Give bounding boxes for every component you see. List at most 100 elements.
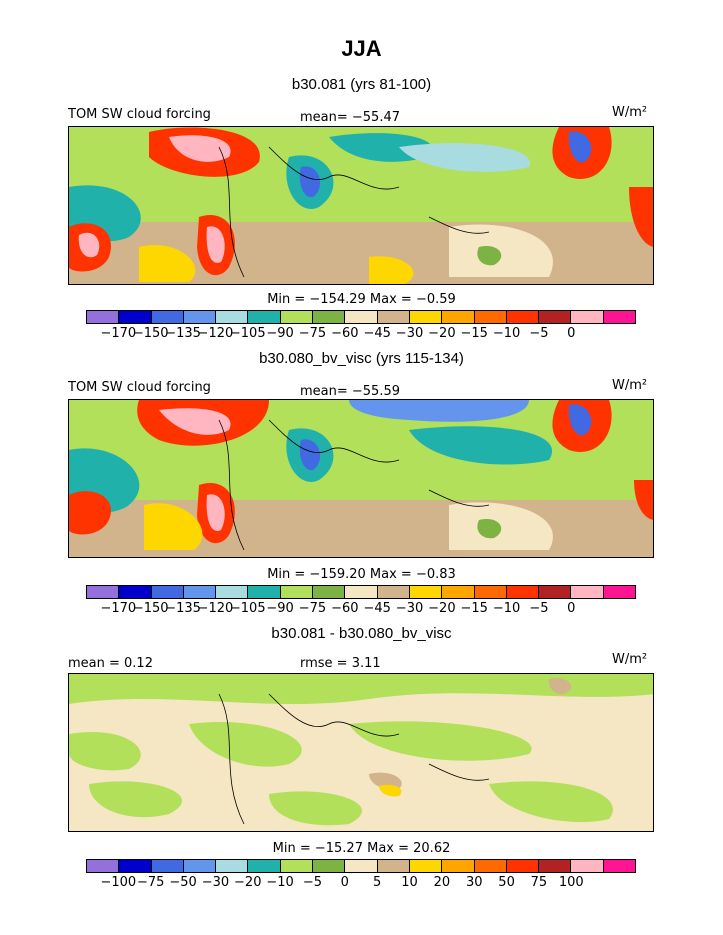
colorbar-tick-label: −120 — [197, 326, 234, 341]
panel-1-units-label: W/m² — [612, 105, 648, 120]
colorbar-swatch — [571, 860, 604, 872]
colorbar-swatch — [87, 586, 120, 598]
colorbar-swatch — [603, 860, 636, 872]
colorbar-swatch — [539, 860, 572, 872]
colorbar-tick-label: −75 — [136, 875, 165, 890]
colorbar-tick-label: −20 — [428, 326, 456, 341]
colorbar-swatch — [603, 586, 636, 598]
colorbar-tick-label: −150 — [132, 326, 169, 341]
panel-3-case-title: b30.081 - b30.080_bv_visc — [271, 625, 452, 642]
colorbar-swatch — [409, 586, 443, 598]
colorbar-tick-label: −10 — [492, 601, 521, 616]
colorbar-swatch — [571, 311, 604, 323]
panel-3-colorbar-ticks: −100 −75 −50 −30 −20 −10 −5 0 5 10 20 30 50 75 100 — [86, 875, 636, 891]
panel-3-mean-label: mean = 0.12 — [68, 656, 153, 671]
figure-title: JJA — [341, 36, 382, 61]
colorbar-swatch — [183, 586, 217, 598]
colorbar-tick-label: 100 — [558, 875, 584, 890]
colorbar-tick-label: −5 — [302, 875, 323, 890]
panel-1-mean-label: mean= −55.47 — [300, 110, 401, 125]
panel-2-variable-label: TOM SW cloud forcing — [68, 380, 211, 395]
colorbar-swatch — [119, 311, 152, 323]
colorbar-tick-label: 0 — [567, 601, 576, 616]
colorbar-swatch — [377, 311, 410, 323]
colorbar-swatch — [603, 311, 636, 323]
colorbar-tick-label: −15 — [460, 601, 488, 616]
colorbar-swatch — [474, 311, 507, 323]
colorbar-tick-label: −100 — [100, 875, 137, 890]
colorbar-tick-label: −105 — [229, 326, 266, 341]
panel-2-colorbar-ticks: −170 −150 −135 −120 −105 −90 −75 −60 −45 −30 −20 −1… — [86, 601, 636, 617]
colorbar-tick-label: −60 — [331, 601, 359, 616]
colorbar-tick-label: 50 — [498, 875, 515, 890]
panel-3-colorbar — [86, 859, 636, 873]
colorbar-tick-label: −135 — [165, 601, 201, 616]
colorbar-swatch — [442, 586, 475, 598]
colorbar-tick-label: −120 — [197, 601, 234, 616]
colorbar-swatch — [313, 311, 346, 323]
colorbar-swatch — [151, 311, 184, 323]
colorbar-swatch — [442, 860, 475, 872]
colorbar-tick-label: −5 — [529, 601, 549, 616]
colorbar-tick-label: −10 — [266, 875, 294, 890]
colorbar-tick-label: −5 — [529, 326, 549, 341]
panel-3-units-label: W/m² — [612, 652, 648, 667]
colorbar-tick-label: 30 — [465, 875, 483, 890]
colorbar-swatch — [280, 311, 314, 323]
colorbar-tick-label: −135 — [165, 326, 201, 341]
panel-1-colorbar — [86, 310, 636, 324]
colorbar-tick-label: 0 — [340, 875, 349, 890]
colorbar-tick-label: 5 — [373, 875, 382, 890]
colorbar-tick-label: −60 — [331, 326, 359, 341]
colorbar-swatch — [377, 586, 410, 598]
colorbar-swatch — [119, 860, 152, 872]
panel-2-colorbar — [86, 585, 636, 599]
colorbar-swatch — [216, 311, 249, 323]
colorbar-tick-label: −20 — [428, 601, 456, 616]
colorbar-swatch — [345, 311, 378, 323]
colorbar-tick-label: −30 — [395, 601, 424, 616]
colorbar-tick-label: 75 — [530, 875, 548, 890]
colorbar-swatch — [119, 586, 152, 598]
colorbar-tick-label: −170 — [100, 326, 137, 341]
colorbar-tick-label: −10 — [492, 326, 521, 341]
colorbar-swatch — [280, 860, 314, 872]
colorbar-tick-label: 20 — [433, 875, 451, 890]
panel-3-map — [68, 673, 654, 832]
panel-1-variable-label: TOM SW cloud forcing — [68, 107, 211, 122]
colorbar-swatch — [313, 586, 346, 598]
colorbar-tick-label: −75 — [298, 601, 327, 616]
panel-2-case-title: b30.080_bv_visc (yrs 115-134) — [259, 350, 464, 367]
panel-2-map — [68, 399, 654, 558]
colorbar-swatch — [474, 860, 507, 872]
colorbar-tick-label: −20 — [234, 875, 262, 890]
panel-2-minmax: Min = −159.20 Max = −0.83 — [267, 567, 456, 582]
colorbar-swatch — [248, 311, 281, 323]
colorbar-swatch — [87, 311, 120, 323]
panel-3-rmse-label: rmse = 3.11 — [300, 656, 381, 671]
colorbar-swatch — [87, 860, 120, 872]
colorbar-tick-label: −90 — [266, 326, 294, 341]
colorbar-swatch — [216, 586, 249, 598]
colorbar-tick-label: −90 — [266, 601, 294, 616]
colorbar-tick-label: −15 — [460, 326, 488, 341]
colorbar-tick-label: −170 — [100, 601, 137, 616]
panel-2-mean-label: mean= −55.59 — [300, 384, 401, 399]
colorbar-swatch — [313, 860, 346, 872]
colorbar-swatch — [377, 860, 410, 872]
colorbar-swatch — [248, 860, 281, 872]
panel-3-minmax: Min = −15.27 Max = 20.62 — [272, 841, 451, 856]
colorbar-tick-label: −45 — [363, 326, 391, 341]
colorbar-swatch — [183, 311, 217, 323]
colorbar-tick-label: 0 — [567, 326, 576, 341]
colorbar-swatch — [539, 311, 572, 323]
panel-1-map — [68, 126, 654, 285]
colorbar-tick-label: 10 — [401, 875, 418, 890]
colorbar-swatch — [248, 586, 281, 598]
colorbar-tick-label: −150 — [132, 601, 169, 616]
panel-2-units-label: W/m² — [612, 378, 648, 393]
colorbar-swatch — [409, 311, 443, 323]
colorbar-swatch — [345, 860, 378, 872]
panel-1-minmax: Min = −154.29 Max = −0.59 — [267, 292, 456, 307]
panel-1-colorbar-ticks: −170 −150 −135 −120 −105 −90 −75 −60 −45 −30 −20 −1… — [86, 326, 636, 342]
